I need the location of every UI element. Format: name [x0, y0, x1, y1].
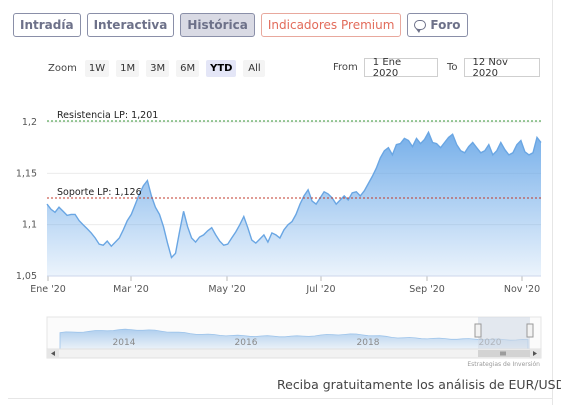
y-axis-ticks: 1,2 1,15 1,1 1,05 — [16, 117, 37, 282]
navigator-selection[interactable] — [478, 317, 530, 349]
x-axis-ticks: Ene '20 Mar '20 May '20 Jul '20 Sep '20 Nov '… — [30, 275, 541, 295]
x-tick-label: Ene '20 — [30, 284, 66, 295]
arrow-right-icon — [533, 351, 537, 356]
navigator-scrollbar[interactable] — [46, 348, 542, 359]
zoom-6m-button[interactable]: 6M — [176, 60, 200, 77]
price-area — [47, 132, 541, 276]
tab-label: Interactiva — [93, 18, 168, 32]
tab-label: Indicadores Premium — [267, 18, 395, 32]
y-tick-label: 1,15 — [16, 168, 37, 179]
navigator-watermark: Estrategias de Inversión — [467, 361, 540, 368]
date-from: From 1 Ene 2020 — [333, 57, 438, 79]
tab-label: Histórica — [187, 18, 248, 32]
zoom-label: Zoom — [48, 63, 77, 74]
x-tick-label: Mar '20 — [113, 284, 149, 295]
zoom-3m-button[interactable]: 3M — [146, 60, 170, 77]
date-to: To 12 Nov 2020 — [447, 57, 540, 79]
y-tick-label: 1,2 — [22, 117, 37, 128]
x-tick-label: Sep '20 — [409, 284, 445, 295]
footer-link[interactable]: Reciba gratuitamente los análisis de EUR… — [277, 377, 561, 392]
support-label: Soporte LP: 1,126 — [57, 187, 142, 198]
x-tick-label: Jul '20 — [305, 284, 335, 295]
tab-label: Intradía — [20, 18, 74, 32]
navigator-tick-label: 2014 — [113, 338, 136, 348]
tab-historica[interactable]: Histórica — [180, 13, 255, 37]
chat-bubble-icon — [414, 20, 427, 33]
from-date-input[interactable]: 1 Ene 2020 — [363, 57, 438, 79]
tab-indicadores-premium[interactable]: Indicadores Premium — [260, 13, 402, 37]
zoom-selector: Zoom 1W 1M 3M 6M YTD All — [48, 60, 272, 77]
zoom-ytd-button[interactable]: YTD — [206, 60, 237, 77]
to-date-input[interactable]: 12 Nov 2020 — [463, 57, 540, 79]
panel-right-border — [552, 0, 553, 405]
zoom-1m-button[interactable]: 1M — [116, 60, 140, 77]
tab-label: Foro — [430, 18, 461, 32]
tab-intradia[interactable]: Intradía — [13, 13, 81, 37]
resistance-label: Resistencia LP: 1,201 — [57, 110, 158, 121]
footer-divider — [8, 398, 552, 399]
navigator-left-handle[interactable] — [474, 323, 482, 338]
tab-foro[interactable]: Foro — [407, 13, 468, 37]
navigator[interactable]: 2014201620182020 Estrategias de Inversió… — [46, 316, 542, 368]
zoom-1w-button[interactable]: 1W — [84, 60, 110, 77]
price-chart: Resistencia LP: 1,201 Soporte LP: 1,126 … — [16, 110, 542, 368]
from-label: From — [333, 62, 358, 73]
to-label: To — [447, 62, 458, 73]
x-tick-label: Nov '20 — [504, 284, 540, 295]
tab-interactiva[interactable]: Interactiva — [86, 13, 175, 37]
price-line — [46, 130, 542, 259]
navigator-tick-label: 2018 — [357, 338, 380, 348]
zoom-all-button[interactable]: All — [243, 60, 266, 77]
navigator-area — [59, 328, 529, 350]
arrow-left-icon — [51, 351, 55, 356]
navigator-right-handle[interactable] — [526, 323, 534, 338]
x-tick-label: May '20 — [208, 284, 245, 295]
scroll-thumb[interactable] — [478, 350, 530, 357]
navigator-tick-label: 2016 — [235, 338, 258, 348]
chart-tabs: Intradía Interactiva Histórica Indicador… — [13, 13, 468, 37]
y-tick-label: 1,05 — [16, 271, 37, 282]
y-tick-label: 1,1 — [22, 220, 37, 231]
